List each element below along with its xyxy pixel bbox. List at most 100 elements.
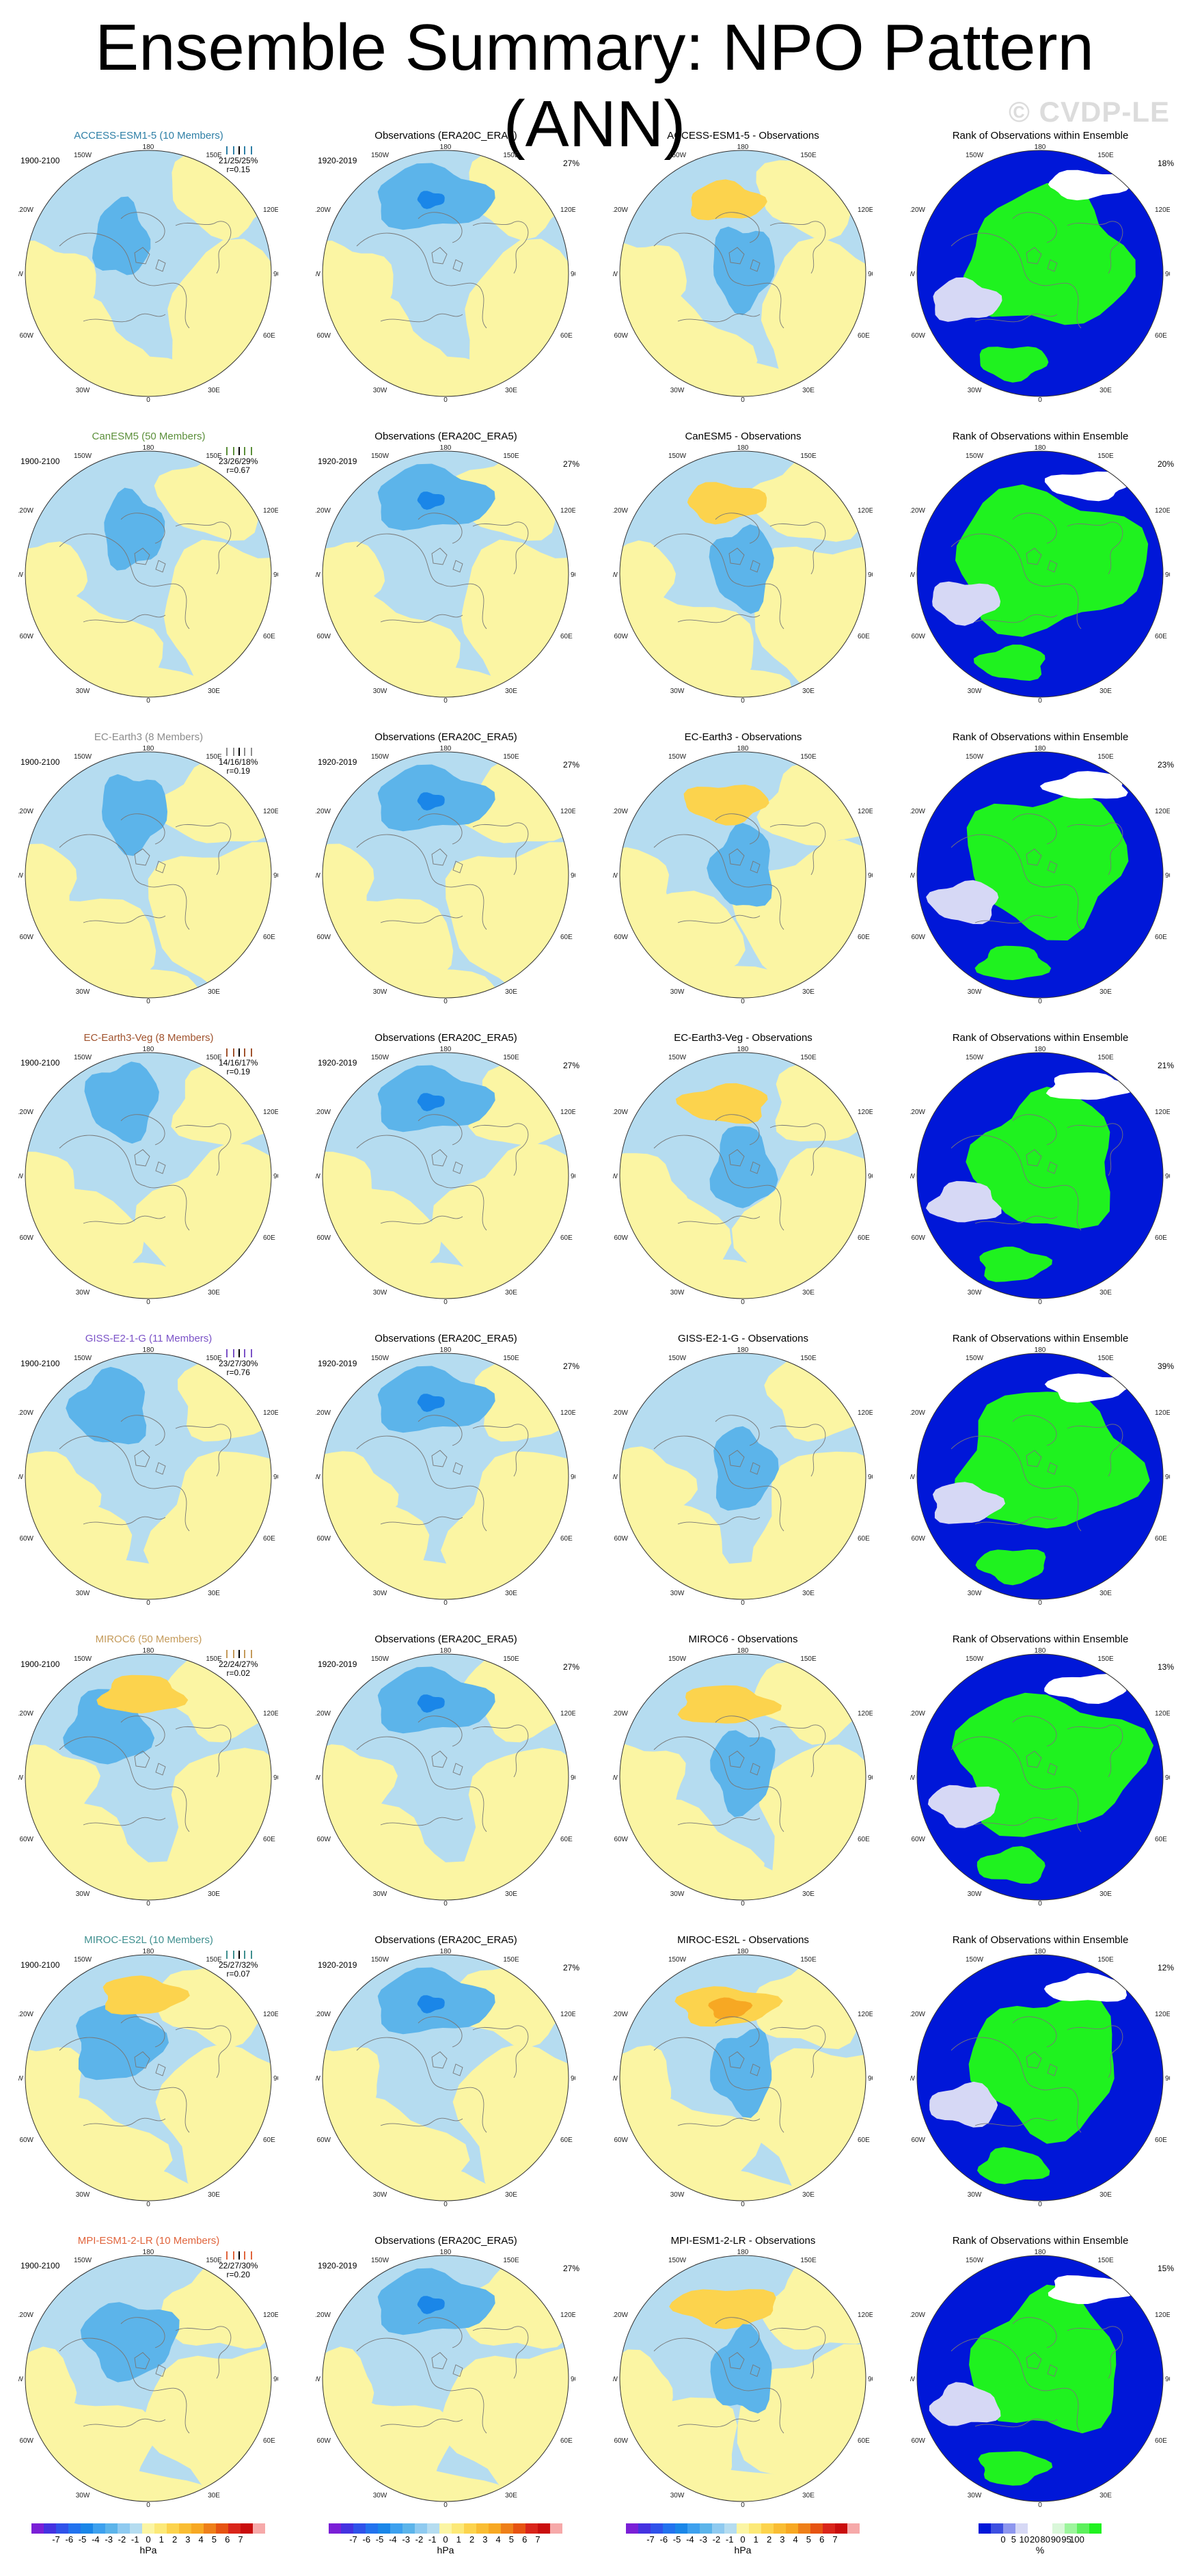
period-label: 1900-2100 xyxy=(20,457,60,466)
lon-label: 120E xyxy=(263,1710,278,1718)
polar-map: 180 150W 150E 120W 120E 90W 90E 60W 60E 30W 30E 0 xyxy=(613,1346,873,1606)
positive-anomaly xyxy=(163,539,271,697)
coastline xyxy=(431,547,448,565)
colorbar-swatch xyxy=(253,2523,265,2534)
coastline xyxy=(974,1215,1058,1225)
lon-label: 30E xyxy=(208,1590,220,1597)
lon-label: 90E xyxy=(868,2075,873,2083)
figure-row: ACCESS-ESM1-5 (10 Members) 1900-2100 21/25… xyxy=(0,126,1189,426)
coastline xyxy=(1026,2051,1042,2069)
coastline xyxy=(1067,1123,1123,1176)
colorbar-hpa-model: -7 -6 -5 -4 -3 -2 -1 0 1 2 3 4 5 6 7 hPa xyxy=(31,2523,265,2555)
positive-anomaly xyxy=(750,1451,866,1599)
panel-diff: EC-Earth3 - Observations180150W150E120W1… xyxy=(594,727,892,1028)
lon-label: 150W xyxy=(74,452,92,460)
lon-label: 30E xyxy=(505,2191,517,2199)
panel-title: EC-Earth3 (8 Members) xyxy=(94,731,204,743)
rank-percent: 39% xyxy=(1157,1361,1174,1371)
positive-anomaly xyxy=(31,664,206,697)
lon-label: 30E xyxy=(505,1590,517,1597)
lon-label: 0 xyxy=(443,1900,448,1907)
map-boundary xyxy=(916,150,1164,397)
lon-label: 30W xyxy=(373,688,387,695)
coastline xyxy=(715,513,760,544)
colorbar-swatch xyxy=(216,2523,228,2534)
lon-label: 30W xyxy=(968,1890,982,1898)
lon-label: 180 xyxy=(143,144,154,151)
coastline xyxy=(1026,1149,1042,1167)
lon-label: 120W xyxy=(910,2311,926,2319)
lon-label: 90E xyxy=(273,2075,278,2083)
figure-row: MIROC-ES2L (10 Members) 1900-2100 25/27/32… xyxy=(0,1930,1189,2231)
positive-anomaly xyxy=(148,842,271,998)
lon-label: 120W xyxy=(613,1109,629,1116)
positive-anomaly xyxy=(25,1744,100,1831)
period-label: 1900-2100 xyxy=(20,1359,60,1368)
lon-label: 60W xyxy=(614,2137,628,2144)
colorbar-tick-label: -7 xyxy=(52,2534,60,2545)
polar-map: 180 150W 150E 120W 120E 90W 90E 60W 60E 30W 30E 0 xyxy=(316,2249,575,2508)
spread-tick xyxy=(243,1349,245,1357)
colorbar-swatch xyxy=(663,2523,675,2534)
colorbar-tick-label: 3 xyxy=(185,2534,191,2545)
lon-label: 60W xyxy=(614,1234,628,1242)
lon-label: 120W xyxy=(316,1109,331,1116)
coastline xyxy=(974,614,1058,623)
polar-map: 180 150W 150E 120W 120E 90W 90E 60W 60E 30W 30E 0 xyxy=(316,444,575,704)
positive-anomaly xyxy=(336,356,509,396)
map-boundary xyxy=(619,1653,866,1901)
positive-anomaly xyxy=(758,1744,866,1900)
lon-label: 150E xyxy=(800,1655,817,1663)
colorbar-swatch xyxy=(31,2523,44,2534)
lon-label: 30W xyxy=(670,988,685,996)
lon-label: 120W xyxy=(910,1109,926,1116)
lon-label: 30W xyxy=(76,988,90,996)
colorbar-ticks: 0 5 10 20 80 90 95 100 xyxy=(979,2534,1102,2545)
coastline xyxy=(653,1736,784,1832)
polar-map: 180 150W 150E 120W 120E 90W 90E 60W 60E 30W 30E 0 xyxy=(613,1647,873,1907)
coastline xyxy=(431,1149,448,1167)
lon-label: 0 xyxy=(1038,2201,1042,2208)
pattern-correlation: r=0.19 xyxy=(226,766,250,776)
coastline xyxy=(452,1763,463,1776)
lon-label: 150E xyxy=(206,753,222,761)
lon-label: 0 xyxy=(741,697,745,704)
coastline xyxy=(155,1462,166,1475)
spread-tick xyxy=(226,748,228,756)
lon-label: 150W xyxy=(371,1054,390,1061)
colorbar-swatch xyxy=(204,2523,216,2534)
positive-anomaly xyxy=(452,2043,569,2201)
coastline xyxy=(134,848,150,866)
coastline xyxy=(83,1516,166,1526)
lon-label: 90E xyxy=(273,1173,278,1180)
colorbar-swatch xyxy=(798,2523,810,2534)
positive-anomaly xyxy=(350,2469,524,2502)
positive-anomaly xyxy=(167,1748,271,1899)
coastline xyxy=(715,2016,760,2048)
lon-label: 120W xyxy=(613,1409,629,1417)
lon-label: 60W xyxy=(614,934,628,941)
model-stats: 25/27/32% r=0.07 xyxy=(219,1951,258,1979)
polar-map: 180 150W 150E 120W 120E 90W 90E 60W 60E 30W 30E 0 xyxy=(18,1346,278,1606)
colorbar-swatch xyxy=(1003,2523,1015,2534)
spread-tick xyxy=(250,1650,252,1658)
lon-label: 30W xyxy=(968,988,982,996)
pattern-correlation: r=0.02 xyxy=(226,1668,250,1678)
panel-rank: Rank of Observations within Ensemble 20% 1… xyxy=(892,426,1189,727)
period-label: 1920-2019 xyxy=(318,1359,357,1368)
colorbar-swatch xyxy=(402,2523,415,2534)
lon-label: 180 xyxy=(737,1346,749,1354)
coastline xyxy=(83,1817,166,1826)
colorbar-tick-label: -1 xyxy=(131,2534,139,2545)
panel-title: CanESM5 - Observations xyxy=(685,431,802,442)
lon-label: 120W xyxy=(613,2311,629,2319)
lon-label: 0 xyxy=(443,2201,448,2208)
colorbar-swatch xyxy=(1040,2523,1052,2534)
map-boundary xyxy=(322,150,569,397)
coastline xyxy=(431,1450,448,1467)
lon-label: 90E xyxy=(868,872,873,880)
coastline xyxy=(951,1135,1082,1231)
coastline xyxy=(1012,513,1057,544)
lon-label: 120W xyxy=(910,808,926,815)
polar-map: 180 150W 150E 120W 120E 90W 90E 60W 60E 30W 30E 0 xyxy=(316,1647,575,1907)
